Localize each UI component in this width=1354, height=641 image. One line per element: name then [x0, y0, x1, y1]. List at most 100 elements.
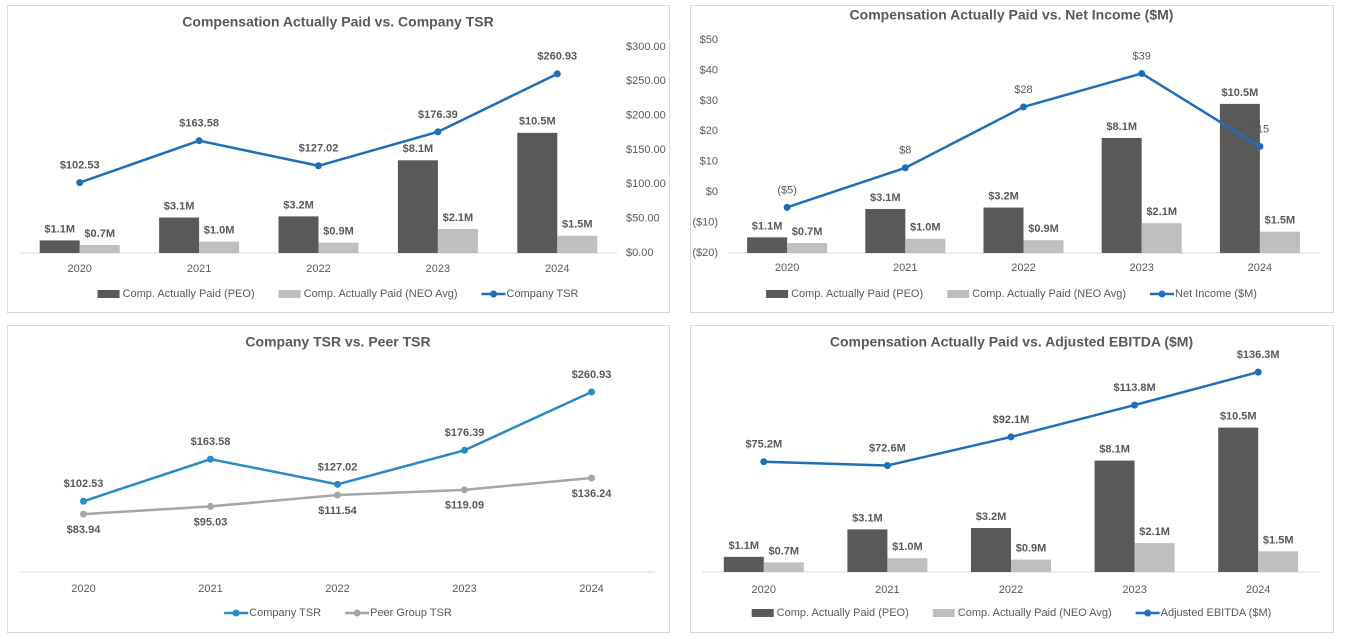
- bar: [1011, 559, 1051, 572]
- x-tick-label: 2020: [752, 584, 776, 596]
- bar: [983, 207, 1024, 253]
- bar: [278, 216, 319, 253]
- bar: [1134, 543, 1175, 572]
- line-point: [195, 137, 203, 145]
- value-label: $83.94: [67, 524, 102, 536]
- chart-panel: Compensation Actually Paid vs. Adjusted …: [690, 325, 1334, 633]
- x-tick-label: 2022: [325, 583, 349, 595]
- legend-swatch: [97, 290, 120, 298]
- value-label: $3.2M: [988, 190, 1019, 202]
- legend-swatch: [932, 609, 955, 617]
- value-label: $8: [899, 145, 911, 157]
- y-tick-label: $20: [700, 125, 718, 137]
- legend-swatch: [947, 290, 970, 298]
- panel-border: [7, 325, 670, 633]
- value-label: $1.1M: [752, 220, 783, 232]
- legend-swatch-dot: [232, 609, 240, 617]
- bar: [887, 558, 928, 572]
- value-label: $1.1M: [44, 223, 75, 235]
- y2-tick-label: $250.00: [626, 75, 666, 87]
- x-tick-label: 2022: [1011, 262, 1035, 274]
- bar: [1101, 137, 1142, 253]
- bar: [905, 238, 946, 253]
- value-label: $3.2M: [283, 199, 314, 211]
- value-label: $8.1M: [403, 143, 434, 155]
- value-label: $2.1M: [1146, 206, 1177, 218]
- value-label: $3.1M: [852, 512, 883, 524]
- x-tick-label: 2024: [1246, 584, 1270, 596]
- line-point: [1131, 401, 1139, 409]
- line-point: [1254, 368, 1262, 376]
- value-label: $176.39: [418, 109, 458, 121]
- bar: [159, 217, 200, 253]
- bar: [437, 228, 478, 253]
- x-tick-label: 2024: [545, 263, 569, 275]
- line-point: [588, 474, 595, 482]
- bar: [1259, 231, 1300, 253]
- legend: Company TSR Peer Group TSR: [224, 607, 452, 619]
- value-label: $1.5M: [1265, 215, 1296, 227]
- line-point: [1138, 69, 1146, 77]
- y-tick-label: ($10): [692, 216, 718, 228]
- legend-swatch-dot: [1144, 609, 1152, 617]
- legend-swatch-dot: [353, 609, 361, 617]
- legend-label: Comp. Actually Paid (PEO): [777, 607, 909, 619]
- value-label: $1.0M: [910, 222, 941, 234]
- value-label: $2.1M: [443, 212, 474, 224]
- line-point: [1020, 103, 1027, 111]
- legend-label: Comp. Actually Paid (NEO Avg): [958, 607, 1112, 619]
- line-point: [76, 179, 84, 187]
- value-label: $113.8M: [1113, 382, 1155, 394]
- legend-label: Peer Group TSR: [370, 607, 452, 619]
- bar: [79, 244, 120, 253]
- value-label: $1.5M: [1263, 534, 1294, 546]
- value-label: $102.53: [64, 478, 104, 490]
- value-label: $3.2M: [976, 511, 1007, 523]
- line-point: [434, 128, 442, 136]
- line-point: [461, 486, 468, 494]
- y2-tick-label: $100.00: [626, 178, 666, 190]
- value-label: $0.9M: [323, 226, 354, 238]
- legend-label: Comp. Actually Paid (PEO): [791, 288, 923, 300]
- bar: [1094, 460, 1135, 572]
- value-label: $102.53: [60, 160, 100, 172]
- legend-swatch-dot: [490, 290, 497, 298]
- legend: Comp. Actually Paid (PEO) Comp. Actually …: [97, 288, 578, 300]
- bar: [557, 235, 598, 253]
- bar: [723, 556, 764, 572]
- legend-label: Comp. Actually Paid (PEO): [123, 288, 255, 300]
- value-label: $3.1M: [164, 200, 195, 212]
- line-point: [1007, 433, 1015, 441]
- chart-panel: Company TSR vs. Peer TSR 2020 2021 2022 2023…: [7, 325, 670, 633]
- value-label: $2.1M: [1139, 526, 1170, 538]
- legend-label: Company TSR: [249, 607, 321, 619]
- chart-panel: Compensation Actually Paid vs. Net Incom…: [690, 5, 1334, 313]
- y2-tick-label: $300.00: [626, 41, 666, 53]
- value-label: $10.5M: [1220, 411, 1257, 423]
- bar: [39, 240, 80, 253]
- value-label: $136.3M: [1237, 349, 1280, 361]
- value-label: $1.0M: [892, 541, 923, 553]
- value-label: $119.09: [445, 500, 484, 512]
- bar: [1218, 427, 1259, 572]
- legend-label: Comp. Actually Paid (NEO Avg): [972, 288, 1126, 300]
- value-label: ($5): [777, 184, 797, 196]
- line-point: [588, 388, 595, 396]
- line-point: [315, 162, 322, 170]
- bar: [847, 529, 888, 572]
- line-point: [1256, 143, 1264, 150]
- value-label: $127.02: [318, 461, 358, 473]
- x-tick-label: 2023: [452, 583, 476, 595]
- legend-label: Net Income ($M): [1175, 288, 1257, 300]
- x-tick-label: 2020: [67, 263, 91, 275]
- chart-title: Compensation Actually Paid vs. Net Incom…: [850, 7, 1174, 23]
- value-label: $39: [1133, 50, 1151, 62]
- value-label: $92.1M: [993, 414, 1030, 426]
- bar: [747, 237, 788, 253]
- x-tick-label: 2021: [187, 263, 211, 275]
- legend: Comp. Actually Paid (PEO) Comp. Actually …: [766, 288, 1257, 300]
- line-point: [80, 497, 87, 505]
- x-tick-label: 2024: [1248, 262, 1272, 274]
- y2-tick-label: $50.00: [626, 213, 660, 225]
